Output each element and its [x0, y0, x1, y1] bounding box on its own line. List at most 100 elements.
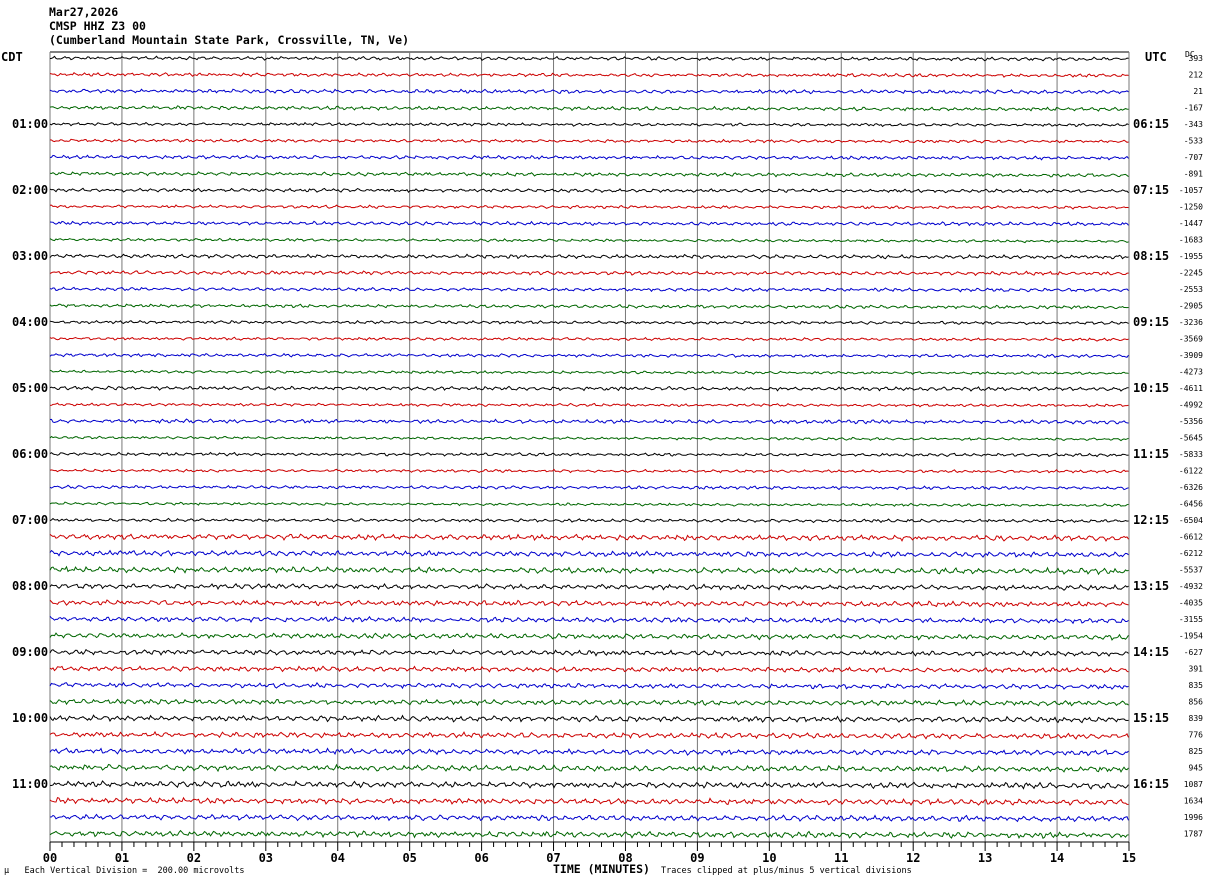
dc-offset-label: -2905: [1179, 302, 1203, 311]
right-timezone-label: UTC: [1145, 50, 1167, 64]
dc-offset-label: -6456: [1179, 500, 1203, 509]
seismic-trace: [49, 105, 1129, 112]
seismic-trace: [49, 336, 1129, 342]
x-tick-label: 06: [474, 851, 488, 865]
seismic-trace: [49, 270, 1129, 277]
dc-offset-label: 839: [1189, 714, 1204, 723]
x-tick-label: 13: [978, 851, 992, 865]
dc-offset-label: -6326: [1179, 483, 1203, 492]
dc-offset-label: 1087: [1184, 780, 1203, 789]
dc-offset-label: -1447: [1179, 219, 1203, 228]
dc-offset-label: -4035: [1179, 599, 1203, 608]
utc-hour-label: 11:15: [1133, 447, 1169, 461]
station-location: (Cumberland Mountain State Park, Crossvi…: [49, 33, 410, 47]
utc-hour-label: 06:15: [1133, 117, 1169, 131]
utc-hour-label: 15:15: [1133, 711, 1169, 725]
seismic-trace: [49, 121, 1129, 128]
cdt-hour-label: 11:00: [12, 777, 48, 791]
seismic-trace: [49, 171, 1129, 178]
dc-offset-label: 856: [1189, 698, 1204, 707]
dc-offset-label: -1683: [1179, 236, 1203, 245]
clip-note: Traces clipped at plus/minus 5 vertical …: [661, 866, 912, 876]
x-tick-label: 12: [906, 851, 920, 865]
dc-offset-label: 1787: [1184, 830, 1203, 839]
dc-offset-label: -1250: [1179, 203, 1203, 212]
dc-offset-label: -5537: [1179, 566, 1203, 575]
cdt-hour-label: 06:00: [12, 447, 48, 461]
cdt-hour-label: 03:00: [12, 249, 48, 263]
x-tick-label: 00: [43, 851, 57, 865]
seismic-trace: [49, 648, 1129, 657]
cdt-hour-label: 07:00: [12, 513, 48, 527]
dc-label: DC: [1185, 50, 1195, 59]
dc-offset-label: -5645: [1179, 434, 1203, 443]
x-tick-label: 10: [762, 851, 776, 865]
dc-offset-label: -6122: [1179, 467, 1203, 476]
seismic-trace: [49, 468, 1129, 474]
dc-offset-label: -707: [1184, 153, 1203, 162]
scale-mark: µ: [4, 866, 10, 876]
seismic-trace: [49, 681, 1129, 690]
seismic-trace: [49, 237, 1129, 244]
utc-hour-label: 10:15: [1133, 381, 1169, 395]
seismic-trace: [49, 813, 1129, 823]
dc-offset-label: -4992: [1179, 401, 1203, 410]
dc-offset-label: -6504: [1179, 516, 1203, 525]
dc-offset-label: 1996: [1184, 813, 1203, 822]
seismic-trace: [49, 484, 1129, 491]
seismic-trace: [49, 549, 1129, 558]
dc-offset-label: 393: [1189, 54, 1204, 63]
cdt-hour-label: 04:00: [12, 315, 48, 329]
cdt-hour-label: 08:00: [12, 579, 48, 593]
dc-offset-label: -627: [1184, 648, 1203, 657]
dc-offset-label: 945: [1189, 764, 1204, 773]
seismic-trace: [49, 187, 1129, 194]
dc-offset-label: -3909: [1179, 351, 1203, 360]
station-code: CMSP HHZ Z3 00: [49, 19, 146, 33]
plot-header: Mar27,2026 CMSP HHZ Z3 00 (Cumberland Mo…: [49, 5, 409, 47]
seismic-trace: [49, 533, 1129, 542]
seismic-trace: [49, 220, 1129, 227]
seismic-trace: [49, 565, 1129, 576]
dc-offset-label: -6212: [1179, 549, 1203, 558]
cdt-hour-label: 05:00: [12, 381, 48, 395]
dc-offset-label: 21: [1193, 87, 1203, 96]
seismic-trace: [49, 451, 1129, 458]
cdt-hour-label: 10:00: [12, 711, 48, 725]
utc-hour-label: 14:15: [1133, 645, 1169, 659]
seismic-trace: [49, 698, 1129, 707]
seismic-trace: [49, 418, 1129, 425]
dc-offset-label: -4611: [1179, 384, 1203, 393]
seismic-trace: [49, 72, 1129, 78]
seismic-trace: [49, 599, 1129, 608]
x-tick-label: 09: [690, 851, 704, 865]
seismic-trace: [49, 204, 1129, 210]
dc-offset-label: 776: [1189, 731, 1204, 740]
x-tick-label: 11: [834, 851, 848, 865]
x-tick-label: 01: [115, 851, 129, 865]
seismic-trace: [49, 501, 1129, 508]
dc-offset-label: -2553: [1179, 285, 1203, 294]
utc-hour-label: 13:15: [1133, 579, 1169, 593]
dc-offset-label: -1057: [1179, 186, 1203, 195]
dc-offset-label: -3155: [1179, 615, 1203, 624]
dc-offset-label: -3236: [1179, 318, 1203, 327]
seismic-trace: [49, 730, 1129, 740]
cdt-hour-label: 01:00: [12, 117, 48, 131]
dc-offset-label: -4932: [1179, 582, 1203, 591]
dc-offset-label: -4273: [1179, 368, 1203, 377]
seismic-trace: [49, 780, 1129, 790]
x-tick-label: 14: [1050, 851, 1064, 865]
left-timezone-label: CDT: [1, 50, 23, 64]
seismic-trace: [49, 747, 1129, 757]
dc-offset-label: 391: [1189, 665, 1204, 674]
seismic-trace: [49, 583, 1129, 591]
dc-offset-label: -1955: [1179, 252, 1203, 261]
utc-hour-label: 08:15: [1133, 249, 1169, 263]
seismic-trace: [49, 319, 1129, 326]
x-tick-label: 08: [618, 851, 632, 865]
dc-offset-label: -5833: [1179, 450, 1203, 459]
x-tick-label: 07: [546, 851, 560, 865]
seismic-trace: [49, 829, 1129, 839]
